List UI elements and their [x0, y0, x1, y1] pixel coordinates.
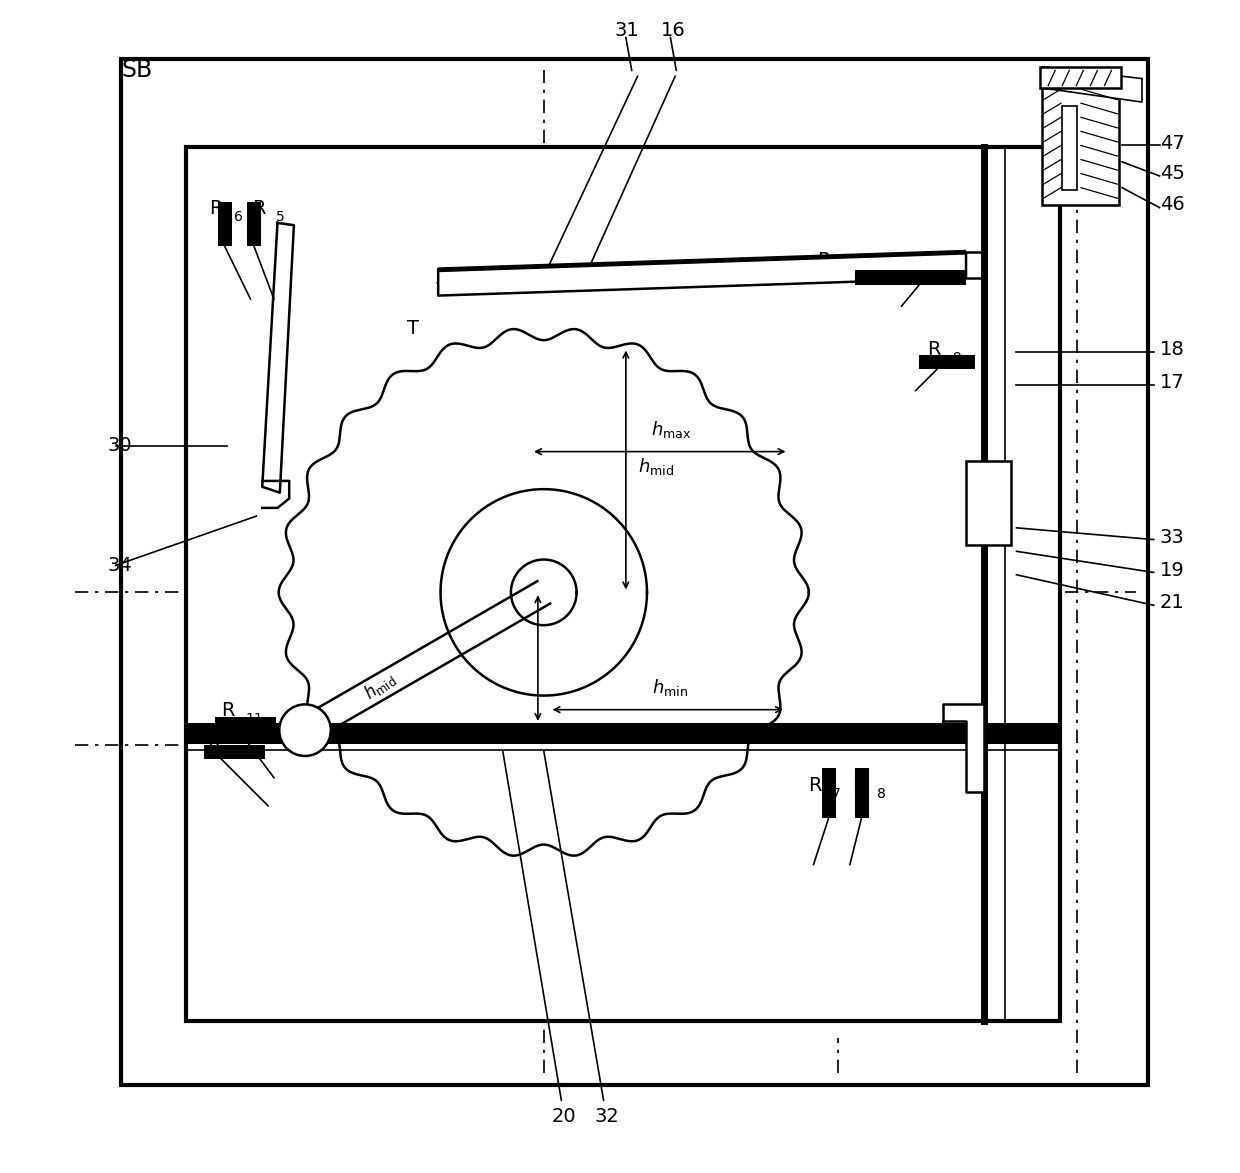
Bar [186, 723, 1060, 744]
Bar [1043, 88, 1118, 205]
Text: 12: 12 [232, 745, 249, 759]
Text: 30: 30 [108, 436, 131, 455]
Text: R: R [207, 734, 221, 753]
Text: 18: 18 [1159, 340, 1184, 359]
Text: SB: SB [122, 59, 153, 82]
Text: $h_{\rm mid}$: $h_{\rm mid}$ [637, 456, 673, 476]
Text: 45: 45 [1159, 164, 1184, 183]
Text: $h_{\rm max}$: $h_{\rm max}$ [651, 419, 692, 440]
Text: 8: 8 [877, 787, 885, 801]
Text: R: R [252, 199, 265, 218]
Text: 10: 10 [842, 262, 859, 276]
Polygon shape [262, 223, 294, 493]
Text: 9: 9 [952, 351, 961, 365]
Bar [218, 202, 232, 246]
Text: R: R [817, 251, 831, 270]
Bar [186, 147, 1060, 1021]
Text: 32: 32 [594, 1107, 619, 1126]
Text: 17: 17 [1159, 373, 1184, 392]
Text: $h_{\rm min}$: $h_{\rm min}$ [652, 677, 688, 698]
Bar [1063, 106, 1078, 190]
Text: $h_{\rm mid}$: $h_{\rm mid}$ [360, 667, 399, 705]
Polygon shape [942, 704, 983, 792]
Text: 19: 19 [1159, 561, 1184, 579]
Bar [1040, 67, 1121, 88]
Polygon shape [1043, 67, 1142, 102]
Text: R: R [928, 340, 941, 359]
Bar [203, 745, 264, 759]
Text: 7: 7 [832, 787, 841, 801]
Bar [822, 768, 836, 818]
Text: R: R [852, 777, 866, 795]
Text: T: T [407, 319, 419, 338]
Text: 46: 46 [1159, 195, 1184, 213]
Text: 16: 16 [661, 21, 686, 40]
Text: 47: 47 [1159, 134, 1184, 152]
Text: R: R [221, 701, 234, 720]
Text: 11: 11 [246, 712, 264, 726]
Text: 5: 5 [277, 210, 285, 224]
Text: 21: 21 [1159, 594, 1184, 612]
Bar [919, 355, 976, 369]
Text: 33: 33 [1159, 528, 1184, 547]
Text: 31: 31 [614, 21, 639, 40]
Bar [216, 717, 277, 731]
Polygon shape [438, 252, 966, 296]
Bar [854, 768, 869, 818]
Bar [122, 59, 1148, 1085]
Text: R: R [210, 199, 223, 218]
Bar [966, 461, 1011, 545]
Bar [247, 202, 262, 246]
Text: 20: 20 [552, 1107, 577, 1126]
Text: 34: 34 [108, 556, 133, 575]
Circle shape [279, 704, 331, 757]
Text: R: R [807, 777, 821, 795]
Bar [854, 270, 966, 285]
Text: 6: 6 [234, 210, 243, 224]
